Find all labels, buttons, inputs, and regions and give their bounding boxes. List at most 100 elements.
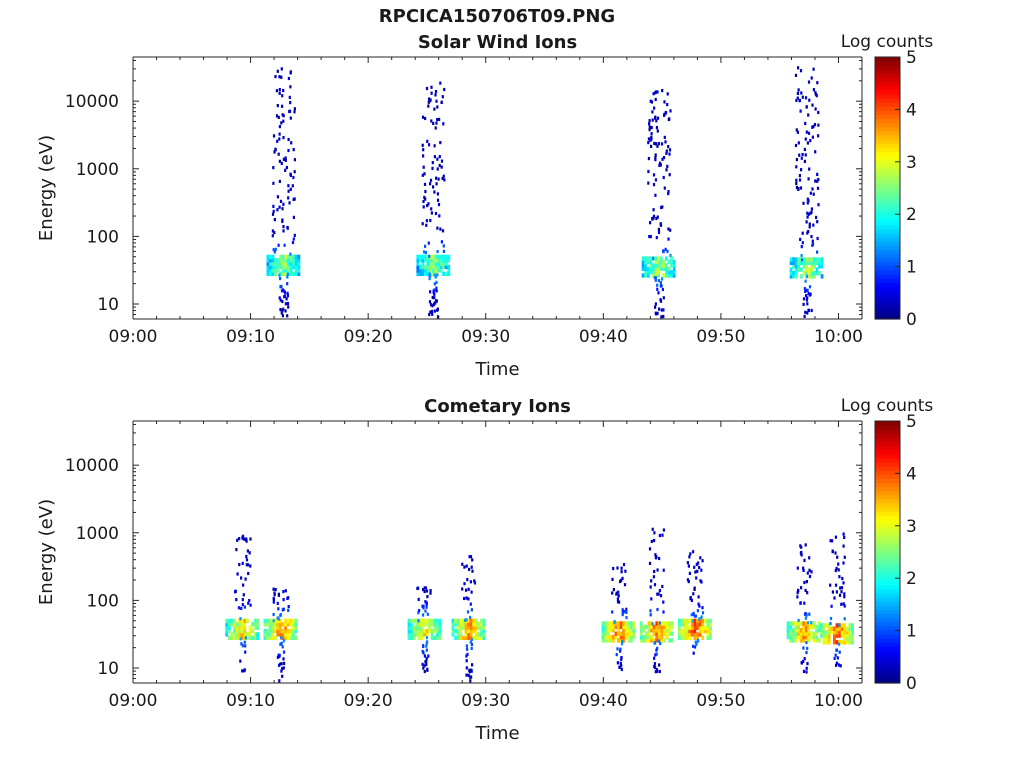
cell xyxy=(807,624,811,630)
cell xyxy=(284,254,288,260)
cell xyxy=(665,270,668,275)
cell xyxy=(428,254,431,258)
cell xyxy=(817,621,821,626)
cell xyxy=(799,544,802,548)
colorbar-tick-label: 4 xyxy=(906,100,917,120)
cell xyxy=(425,648,428,652)
cell xyxy=(423,589,426,594)
cell xyxy=(436,628,439,634)
cell xyxy=(434,90,438,94)
cell xyxy=(817,123,820,127)
cell xyxy=(272,204,275,208)
cell xyxy=(271,268,275,273)
cell xyxy=(814,91,817,95)
cell xyxy=(416,264,420,270)
cell xyxy=(282,271,285,276)
panel-title: Solar Wind Ions xyxy=(418,32,577,53)
cell xyxy=(808,568,811,572)
cell xyxy=(654,670,657,674)
cell xyxy=(657,270,661,275)
cell xyxy=(444,271,448,276)
cell xyxy=(680,632,684,637)
cell xyxy=(281,309,284,313)
cell xyxy=(469,615,472,619)
cell xyxy=(695,562,698,567)
cell xyxy=(238,563,241,567)
colorbar-segment xyxy=(875,486,900,492)
cell xyxy=(838,650,841,654)
cell xyxy=(665,263,668,268)
cell xyxy=(641,256,645,261)
cell xyxy=(843,626,847,631)
cell xyxy=(269,271,272,276)
colorbar-segment xyxy=(875,192,900,197)
colorbar-segment xyxy=(875,445,900,451)
cell xyxy=(655,621,659,626)
cell xyxy=(801,152,804,157)
cell xyxy=(466,578,469,582)
cell xyxy=(434,93,437,97)
cell xyxy=(693,625,697,630)
cell xyxy=(439,141,442,145)
cell xyxy=(436,632,439,637)
cell xyxy=(683,632,686,637)
cell xyxy=(804,624,808,630)
cell xyxy=(660,621,664,626)
cell xyxy=(436,625,439,630)
cell xyxy=(601,634,605,640)
colorbar-segment xyxy=(875,269,900,275)
cell xyxy=(696,622,699,627)
cell xyxy=(655,652,658,656)
cell xyxy=(240,576,243,580)
cell xyxy=(619,634,623,640)
cell xyxy=(282,114,285,118)
cell xyxy=(665,631,669,636)
cell xyxy=(284,261,288,266)
cell xyxy=(831,539,834,543)
cell xyxy=(835,630,839,635)
colorbar-segment xyxy=(875,466,900,471)
cell xyxy=(272,587,275,591)
cell xyxy=(639,634,643,640)
cell xyxy=(815,634,818,640)
cell xyxy=(683,635,686,640)
cell xyxy=(706,635,710,640)
cell xyxy=(428,628,431,634)
cell xyxy=(794,628,798,633)
cell xyxy=(696,632,699,637)
cell xyxy=(816,236,819,241)
cell xyxy=(263,635,267,640)
cell xyxy=(810,308,813,313)
cell xyxy=(831,590,834,594)
cell xyxy=(465,644,468,648)
cell xyxy=(430,622,434,627)
cell xyxy=(641,266,645,271)
cell xyxy=(276,69,279,73)
colorbar-segment xyxy=(875,65,900,70)
cell xyxy=(706,625,710,630)
cell xyxy=(800,245,803,249)
cell xyxy=(656,129,659,133)
cell xyxy=(439,81,442,85)
cell xyxy=(650,624,653,630)
cell xyxy=(804,153,807,157)
cell xyxy=(648,234,651,239)
cell xyxy=(659,284,662,288)
cell xyxy=(804,611,807,616)
cell xyxy=(421,222,424,226)
cell xyxy=(438,625,442,630)
cell xyxy=(656,283,659,287)
cell xyxy=(291,184,294,188)
cell xyxy=(282,258,285,263)
cell xyxy=(668,152,671,156)
cell xyxy=(800,586,803,590)
cell xyxy=(802,260,806,266)
cell xyxy=(627,631,631,636)
cell xyxy=(248,635,252,640)
cell xyxy=(814,150,817,154)
cell xyxy=(248,551,251,555)
cell xyxy=(425,644,428,648)
cell xyxy=(802,201,805,205)
cell xyxy=(653,538,656,543)
cell xyxy=(426,261,430,266)
